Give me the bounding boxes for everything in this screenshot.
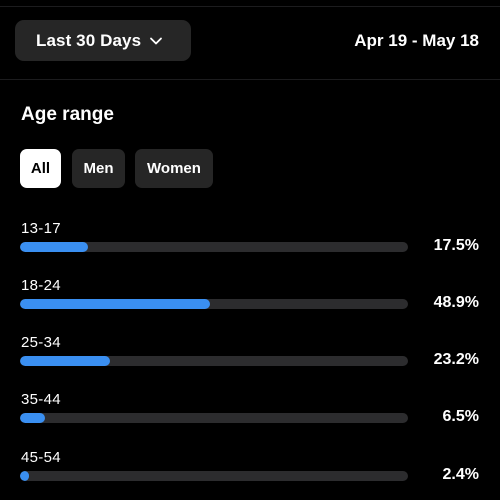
- age-row: 25-34 23.2%: [0, 334, 500, 374]
- chevron-down-icon: [150, 37, 163, 44]
- percent-value: 6.5%: [442, 408, 479, 425]
- progress-track: [20, 242, 408, 252]
- percent-value: 48.9%: [433, 294, 479, 311]
- progress-fill: [20, 471, 30, 481]
- age-row: 45-54 2.4%: [0, 449, 500, 489]
- date-range-dropdown[interactable]: Last 30 Days: [15, 20, 191, 61]
- filter-men-button[interactable]: Men: [72, 149, 125, 188]
- date-range-text: Apr 19 - May 18: [354, 31, 479, 50]
- age-range-label: 45-54: [21, 449, 61, 466]
- section-title: Age range: [21, 104, 114, 125]
- progress-fill: [20, 242, 88, 252]
- progress-track: [20, 299, 408, 309]
- age-range-label: 13-17: [21, 220, 61, 237]
- date-range-dropdown-label: Last 30 Days: [36, 30, 142, 50]
- progress-fill: [20, 413, 46, 423]
- header-divider: [0, 79, 500, 80]
- age-range-label: 25-34: [21, 334, 61, 351]
- percent-value: 17.5%: [433, 237, 479, 254]
- progress-track: [20, 413, 408, 423]
- progress-fill: [20, 356, 111, 366]
- progress-track: [20, 356, 408, 366]
- filter-women-button[interactable]: Women: [135, 149, 213, 188]
- filter-all-button[interactable]: All: [20, 149, 61, 188]
- top-divider: [0, 6, 500, 7]
- age-row: 13-17 17.5%: [0, 220, 500, 260]
- age-range-label: 35-44: [21, 391, 61, 408]
- percent-value: 23.2%: [433, 351, 479, 368]
- age-range-label: 18-24: [21, 277, 61, 294]
- header: Last 30 Days Apr 19 - May 18: [0, 0, 500, 80]
- progress-fill: [20, 299, 210, 309]
- age-row: 18-24 48.9%: [0, 277, 500, 317]
- percent-value: 2.4%: [442, 466, 479, 483]
- progress-track: [20, 471, 408, 481]
- age-row: 35-44 6.5%: [0, 391, 500, 431]
